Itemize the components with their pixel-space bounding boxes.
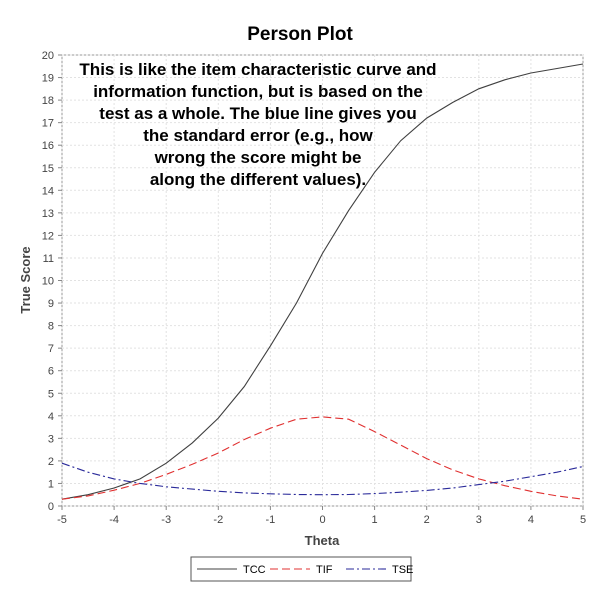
- y-tick-label: 18: [42, 95, 54, 107]
- x-tick-label: 0: [319, 514, 325, 526]
- y-tick-label: 0: [48, 501, 54, 513]
- series-line-tif: [61, 416, 584, 500]
- series-line-tcc: [61, 63, 584, 500]
- y-tick-label: 4: [48, 411, 54, 423]
- y-tick-label: 14: [42, 185, 54, 197]
- y-tick-label: 19: [42, 73, 54, 85]
- x-tick-label: 1: [372, 514, 378, 526]
- annotation-line: information function, but is based on th…: [93, 82, 423, 101]
- y-tick-label: 11: [43, 253, 54, 265]
- legend-label-tif: TIF: [316, 564, 333, 576]
- y-tick-label: 17: [42, 118, 54, 130]
- annotation-line: along the different values).: [150, 170, 366, 189]
- y-tick-label: 3: [48, 433, 54, 445]
- x-tick-label: -3: [161, 514, 171, 526]
- annotation-line: the standard error (e.g., how: [143, 126, 373, 145]
- x-tick-label: -4: [109, 514, 119, 526]
- series-lines: [61, 63, 584, 500]
- legend-label-tse: TSE: [392, 564, 413, 576]
- annotation-text: This is like the item characteristic cur…: [79, 60, 436, 189]
- chart-title: Person Plot: [247, 24, 353, 45]
- y-tick-label: 7: [48, 343, 54, 355]
- x-tick-label: 3: [476, 514, 482, 526]
- legend: TCC TIF TSE: [190, 556, 413, 582]
- annotation-line: This is like the item characteristic cur…: [79, 60, 436, 79]
- series-line-tse: [61, 462, 584, 496]
- y-tick-label: 9: [48, 298, 54, 310]
- axis-ticks: -5 -4 -3 -2 -1 0 1 2 3 4 5012345678910111213141516…: [42, 50, 586, 526]
- x-tick-label: -5: [57, 514, 67, 526]
- y-tick-label: 16: [42, 140, 54, 152]
- y-tick-label: 6: [48, 366, 54, 378]
- y-tick-label: 2: [48, 456, 54, 468]
- legend-label-tcc: TCC: [243, 564, 266, 576]
- y-tick-label: 5: [48, 388, 54, 400]
- x-tick-label: -1: [266, 514, 276, 526]
- y-tick-label: 15: [42, 163, 54, 175]
- y-tick-label: 12: [42, 230, 54, 242]
- annotation-line: wrong the score might be: [154, 148, 362, 167]
- x-tick-label: 4: [528, 514, 534, 526]
- annotation-line: test as a whole. The blue line gives you: [99, 104, 416, 123]
- y-tick-label: 1: [48, 478, 54, 490]
- x-tick-label: 2: [424, 514, 430, 526]
- y-tick-label: 10: [42, 276, 54, 288]
- y-tick-label: 8: [48, 321, 54, 333]
- x-tick-label: 5: [580, 514, 586, 526]
- y-tick-label: 13: [42, 208, 54, 220]
- y-tick-label: 20: [42, 50, 54, 62]
- x-tick-label: -2: [213, 514, 223, 526]
- y-axis-label: True Score: [18, 246, 33, 313]
- x-axis-label: Theta: [305, 533, 340, 548]
